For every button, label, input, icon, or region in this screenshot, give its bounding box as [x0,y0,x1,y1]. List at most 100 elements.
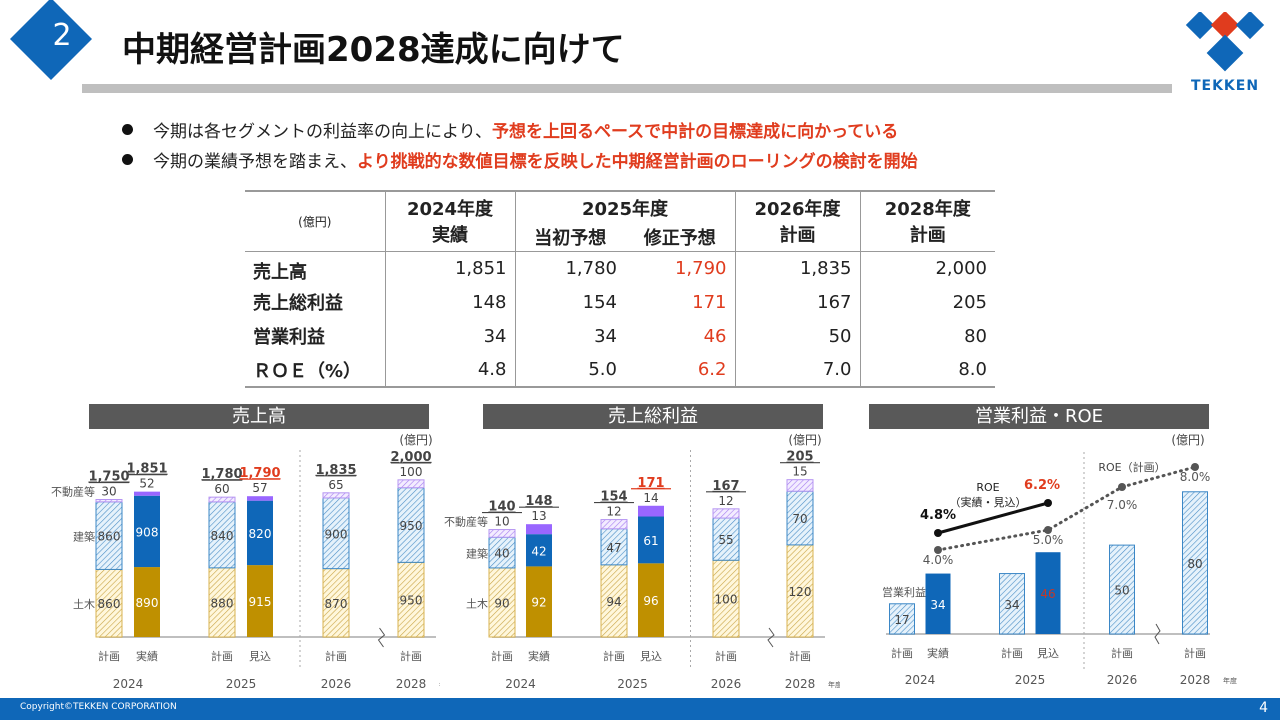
sales-chart: (億円) 860 860 301,750 計画 890 908 521,851 実績 2024 88… [51,433,440,691]
roe-plan-point [1191,463,1199,471]
operating-profit-bar [1109,544,1135,635]
col-2024: 2024年度 実績 [384,190,515,252]
bar-segment-civil [134,567,160,637]
bar-category-label: 計画 [491,649,513,663]
total-value-label: 2,000 [390,450,431,465]
bar-segment-civil [786,544,814,638]
total-value-label: 148 [525,494,552,509]
legend-operating-profit: 営業利益 [882,585,926,599]
bar-segment-building [488,536,516,569]
table-cell: 4.8 [384,353,515,388]
total-value-label: 167 [712,479,739,494]
bar-category-label: 計画 [603,649,625,663]
segment-value-label: 55 [718,533,733,547]
table-cell: 34 [384,319,515,353]
bar-category-label: 計画 [325,649,347,663]
bar-category-label: 見込 [249,650,271,663]
bullet-item: 今期の業績予想を踏まえ、 より挑戦的な数値目標を反映した中期経営計画のローリング… [122,144,918,174]
title-divider [82,84,1172,93]
bar-category-label: 計画 [789,649,811,663]
year-label: 2028 [1180,673,1211,687]
roe-plan-value-label: 7.0% [1107,498,1138,512]
copyright: Copyright©TEKKEN CORPORATION [20,702,177,712]
bar-category-label: 実績 [528,649,550,663]
total-value-label: 1,750 [88,470,129,485]
roe-plan-value-label: 4.0% [923,553,954,567]
segment-value-label: 47 [606,541,621,555]
table-cell: 1,851 [384,251,515,285]
roe-actual-point [934,529,942,537]
segment-value-label: 52 [139,477,154,491]
year-label: 2025 [1015,673,1046,687]
axis-break-icon [377,627,386,648]
bar-segment-building [638,516,664,564]
roe-plan-value-label: 8.0% [1180,470,1211,484]
bar-segment-civil [638,563,664,637]
total-value-label: 171 [637,476,664,491]
segment-value-label: 820 [249,527,272,541]
bar-segment-building [526,534,552,567]
table-cell: 80 [859,319,995,353]
bar-segment-realestate [95,499,123,503]
segment-value-label: 92 [531,596,546,610]
roe-plan-label: ROE（計画） [1098,460,1165,474]
segment-value-label: 96 [643,594,658,608]
row-label: ＲＯＥ（%） [245,353,385,388]
legend-realestate: 不動産等 [444,515,488,529]
bar-segment-civil [397,561,425,638]
table-cell: 8.0 [859,353,995,388]
bar-category-label: 計画 [211,649,233,663]
bar-segment-realestate [397,479,425,489]
bullet-dot-icon [122,153,133,165]
bar-segment-building [786,490,814,546]
operating-profit-bar [889,603,915,635]
footer-bar: Copyright©TEKKEN CORPORATION 4 [0,698,1280,720]
table-cell: 2,000 [859,251,995,285]
table-cell: 50 [734,319,860,353]
year-suffix: 年度 [439,680,440,689]
bar-value-label: 34 [930,598,945,612]
legend-civil: 土木 [73,598,95,611]
segment-value-label: 860 [98,597,121,611]
bar-segment-building [247,500,273,566]
segment-value-label: 15 [792,465,807,479]
operating-profit-bar [999,573,1025,635]
bar-segment-civil [526,566,552,637]
roe-plan-value-label: 5.0% [1033,533,1064,547]
segment-value-label: 12 [718,494,733,508]
chart-title-gross-profit: 売上総利益 [483,404,823,429]
gross-profit-chart: (億円)904010140計画924213148実績2024944712154計… [444,433,840,691]
segment-value-label: 880 [211,596,234,610]
bar-segment-realestate [712,508,740,519]
roe-actual-point [1044,499,1052,507]
roe-actual-label: （実績・見込） [950,495,1027,509]
axis-break-icon [767,627,775,648]
col-2028-year: 2028年度 [884,199,971,221]
bar-segment-civil [208,567,236,638]
bar-segment-realestate [638,505,664,517]
segment-value-label: 890 [136,596,159,610]
bullet-dot-icon [122,123,133,135]
page-number: 4 [1259,700,1268,716]
table-row: 売上総利益 148 154 171 167 205 [245,285,995,319]
roe-actual-value-label: 6.2% [1024,478,1060,493]
year-label: 2024 [905,673,936,687]
bar-category-label: 計画 [715,649,737,663]
segment-value-label: 100 [400,465,423,479]
segment-value-label: 90 [494,596,509,610]
row-label: 売上高 [253,262,307,284]
segment-value-label: 908 [136,525,159,539]
table-row: 売上高 1,851 1,780 1,790 1,835 2,000 [245,251,995,285]
segment-value-label: 13 [531,509,546,523]
roe-plan-point [1044,526,1052,534]
col-2025: 2025年度 [514,190,735,223]
segment-value-label: 94 [606,595,621,609]
segment-value-label: 42 [531,544,546,558]
year-label: 2026 [711,677,742,691]
segment-value-label: 10 [494,515,509,529]
segment-value-label: 61 [643,534,658,548]
table-cell: 46 [703,325,727,347]
bar-value-label: 34 [1004,598,1019,612]
year-suffix: 年度 [1223,676,1237,685]
legend-building: 建築 [466,547,488,561]
